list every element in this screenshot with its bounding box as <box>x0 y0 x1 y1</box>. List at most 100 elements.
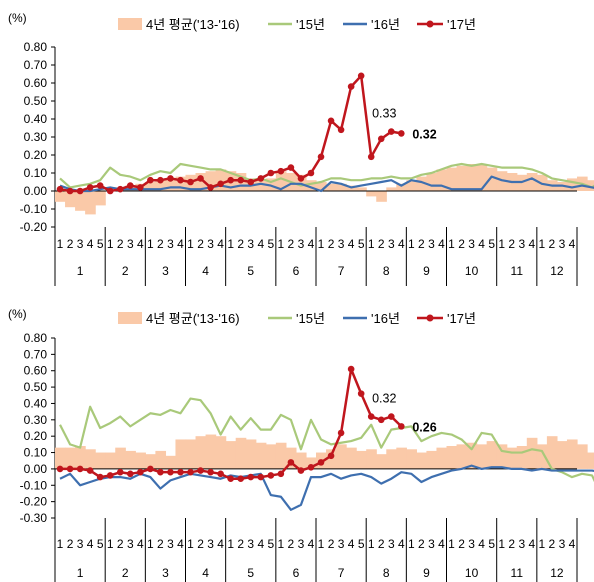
x-month-label: 2 <box>122 264 129 278</box>
avg-area-segment <box>275 442 287 469</box>
avg-area-segment <box>436 169 448 191</box>
series-2015-line <box>59 162 594 189</box>
x-week-label: 2 <box>157 537 164 551</box>
x-week-label: 1 <box>107 537 114 551</box>
avg-area-segment <box>305 457 317 469</box>
x-week-label: 1 <box>498 237 505 251</box>
avg-area-segment <box>265 444 277 469</box>
x-month-label: 3 <box>162 264 169 278</box>
x-week-label: 3 <box>388 537 395 551</box>
series-2017-point <box>247 473 255 481</box>
series-2017-point <box>227 475 234 483</box>
avg-area-segment <box>366 191 377 197</box>
avg-area-segment <box>255 180 267 191</box>
avg-area-segment <box>336 183 347 191</box>
x-week-label: 4 <box>308 537 315 551</box>
series-2017-point <box>277 470 285 478</box>
x-week-label: 4 <box>348 237 355 251</box>
x-month-label: 3 <box>162 566 169 580</box>
y-tick-label: 0.30 <box>24 130 48 144</box>
avg-area-segment <box>587 452 594 469</box>
avg-area-segment <box>556 441 568 469</box>
series-2017-point <box>277 167 285 175</box>
x-week-label: 4 <box>87 237 94 251</box>
series-2017-point <box>387 128 395 135</box>
series-2017-point <box>126 182 134 189</box>
x-week-label: 3 <box>468 537 475 551</box>
series-2017-point <box>66 187 74 195</box>
x-week-label: 3 <box>127 537 134 551</box>
y-tick-label: 0.50 <box>24 94 48 108</box>
avg-area-segment <box>95 452 106 469</box>
x-week-label: 2 <box>197 537 204 551</box>
x-week-label: 2 <box>67 537 74 551</box>
x-month-label: 4 <box>202 264 209 278</box>
series-2017-point <box>307 463 315 471</box>
y-tick-label: 0.10 <box>24 166 48 180</box>
avg-area-segment <box>285 447 297 469</box>
series-2017-point <box>86 184 94 191</box>
x-week-label: 5 <box>488 537 495 551</box>
avg-area-segment <box>446 167 458 191</box>
series-2016-line <box>59 175 594 193</box>
avg-area-segment <box>205 434 217 469</box>
avg-area-segment <box>295 452 307 469</box>
avg-area-segment <box>195 173 207 191</box>
x-week-label: 4 <box>137 537 144 551</box>
series-2017-point <box>237 176 245 184</box>
x-week-label: 3 <box>388 237 395 251</box>
x-week-label: 2 <box>328 537 335 551</box>
avg-area-segment <box>566 178 578 191</box>
series-2017-point <box>247 178 255 186</box>
x-week-label: 1 <box>278 537 285 551</box>
x-week-label: 3 <box>77 237 84 251</box>
avg-area-segment <box>255 442 267 469</box>
data-label-latest: 0.26 <box>412 420 436 434</box>
avg-area-segment <box>546 436 558 469</box>
series-2017-point <box>357 390 365 397</box>
avg-area-segment <box>75 446 86 469</box>
x-week-label: 2 <box>288 537 295 551</box>
series-2017-point <box>147 465 154 473</box>
x-week-label: 1 <box>498 537 505 551</box>
x-week-label: 1 <box>227 237 234 251</box>
avg-area-segment <box>526 173 538 191</box>
x-week-label: 4 <box>137 237 144 251</box>
avg-area-segment <box>65 447 76 469</box>
x-month-label: 8 <box>383 264 390 278</box>
avg-area-segment <box>466 164 478 191</box>
data-label-previous: 0.33 <box>372 107 396 121</box>
series-2017-point <box>217 470 224 478</box>
avg-area-segment <box>55 447 66 469</box>
avg-area-segment <box>587 180 594 191</box>
avg-area-segment <box>316 182 327 191</box>
x-week-label: 4 <box>478 237 485 251</box>
series-2017-point <box>197 175 204 182</box>
series-2017-point <box>197 467 204 474</box>
x-week-label: 3 <box>428 537 435 551</box>
x-week-label: 5 <box>267 237 274 251</box>
avg-area-segment <box>577 444 588 469</box>
legend-label-avg: 4년 평균('13-'16) <box>146 17 240 32</box>
avg-area-segment <box>456 165 468 191</box>
x-week-label: 2 <box>157 237 164 251</box>
x-week-label: 3 <box>338 537 345 551</box>
series-2017-point <box>116 185 124 193</box>
series-2017-point <box>66 465 74 473</box>
x-week-label: 3 <box>468 237 475 251</box>
legend-label-2015: '15년 <box>296 17 325 32</box>
series-2017-point <box>387 413 395 420</box>
avg-area-segment <box>215 169 227 191</box>
x-week-label: 2 <box>328 237 335 251</box>
avg-area-segment <box>175 176 187 191</box>
avg-area-segment <box>376 191 387 202</box>
avg-area-segment <box>336 444 347 469</box>
legend-marker-2017 <box>426 314 434 322</box>
x-month-label: 1 <box>77 264 84 278</box>
avg-area-segment <box>165 455 177 469</box>
avg-area-segment <box>185 439 197 469</box>
x-week-label: 1 <box>448 237 455 251</box>
x-week-label: 4 <box>257 237 264 251</box>
avg-area-segment <box>145 182 156 191</box>
x-week-label: 1 <box>187 537 194 551</box>
